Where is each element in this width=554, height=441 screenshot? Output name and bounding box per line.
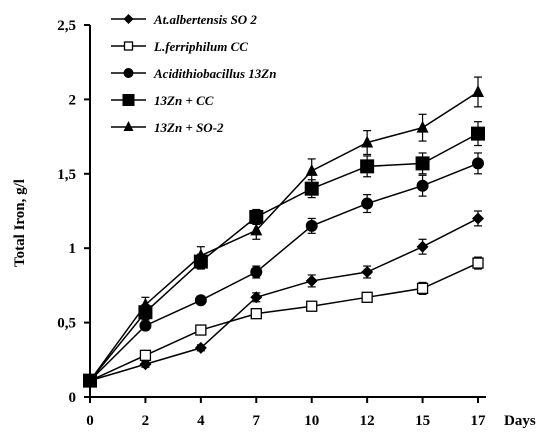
legend-marker bbox=[123, 14, 134, 24]
data-point bbox=[416, 240, 429, 253]
x-tick-label: 0 bbox=[86, 413, 94, 429]
axes bbox=[89, 25, 486, 398]
data-point bbox=[304, 181, 319, 196]
data-point bbox=[194, 294, 207, 307]
x-axis-ticks: 0 2 4 7 10 12 15 17 bbox=[86, 397, 486, 429]
x-tick-label: 4 bbox=[197, 413, 205, 429]
legend-item: L.ferriphilum CC bbox=[111, 39, 248, 54]
y-tick-label: 0,5 bbox=[57, 316, 76, 332]
legend-item: 13Zn + SO-2 bbox=[111, 120, 224, 135]
data-point bbox=[416, 282, 429, 295]
series-line bbox=[89, 217, 479, 382]
data-point bbox=[305, 274, 318, 287]
data-point bbox=[139, 297, 152, 310]
legend-label: 13Zn + SO-2 bbox=[154, 120, 224, 135]
y-axis-ticks: 0 0,5 1 1,5 2 2,5 bbox=[57, 18, 90, 406]
data-point bbox=[84, 373, 96, 386]
y-tick-label: 1,5 bbox=[57, 167, 76, 183]
x-axis-title: Days bbox=[504, 413, 536, 429]
data-point bbox=[195, 324, 207, 336]
legend-item: Acidithiobacillus 13Zn bbox=[111, 66, 276, 81]
series-layer bbox=[83, 76, 485, 388]
y-axis-title: Total Iron, g/l bbox=[12, 179, 28, 267]
series-5 bbox=[84, 76, 484, 386]
series-line bbox=[89, 91, 479, 382]
data-point bbox=[472, 257, 484, 269]
data-point bbox=[194, 248, 207, 261]
data-point bbox=[361, 291, 373, 303]
legend-label: At.albertensis SO 2 bbox=[153, 12, 257, 27]
series-2 bbox=[84, 256, 484, 387]
data-point bbox=[250, 291, 263, 304]
data-point bbox=[361, 266, 374, 279]
data-point bbox=[472, 157, 484, 170]
data-point bbox=[416, 120, 429, 133]
data-point bbox=[250, 266, 263, 279]
data-point bbox=[472, 84, 484, 97]
data-point bbox=[305, 163, 318, 176]
data-point bbox=[416, 179, 429, 192]
data-point bbox=[249, 209, 264, 224]
x-tick-label: 15 bbox=[415, 413, 430, 429]
x-tick-label: 2 bbox=[142, 413, 150, 429]
legend-label: Acidithiobacillus 13Zn bbox=[153, 66, 276, 81]
legend-marker bbox=[123, 41, 134, 51]
data-point bbox=[250, 308, 262, 320]
data-point bbox=[361, 197, 374, 210]
legend-marker bbox=[123, 68, 134, 78]
x-tick-label: 12 bbox=[360, 413, 375, 429]
legend-label: 13Zn + CC bbox=[154, 93, 214, 108]
data-point bbox=[360, 159, 375, 174]
legend-item: 13Zn + CC bbox=[111, 93, 214, 108]
legend-marker bbox=[123, 121, 134, 131]
x-tick-label: 17 bbox=[471, 413, 487, 429]
data-point bbox=[306, 300, 318, 312]
legend: At.albertensis SO 2 L.ferriphilum CC Acidi… bbox=[111, 12, 276, 135]
data-point bbox=[472, 212, 484, 225]
data-point bbox=[361, 135, 374, 148]
series-line bbox=[89, 162, 479, 382]
legend-marker bbox=[122, 94, 135, 106]
y-tick-label: 2 bbox=[69, 92, 77, 108]
data-point bbox=[471, 126, 485, 141]
series-line bbox=[89, 132, 479, 382]
data-point bbox=[305, 219, 318, 232]
data-point bbox=[250, 223, 263, 236]
x-tick-label: 10 bbox=[304, 413, 319, 429]
series-1 bbox=[84, 210, 484, 387]
data-point bbox=[139, 358, 152, 371]
data-point bbox=[139, 319, 152, 332]
legend-item: At.albertensis SO 2 bbox=[111, 12, 257, 27]
y-tick-label: 1 bbox=[69, 241, 77, 257]
data-point bbox=[194, 341, 207, 354]
y-tick-label: 2,5 bbox=[57, 18, 76, 34]
legend-label: L.ferriphilum CC bbox=[153, 39, 248, 54]
y-tick-label: 0 bbox=[69, 390, 77, 406]
data-point bbox=[415, 156, 430, 171]
x-tick-label: 7 bbox=[253, 413, 261, 429]
data-point bbox=[139, 349, 152, 361]
series-line bbox=[89, 262, 479, 382]
